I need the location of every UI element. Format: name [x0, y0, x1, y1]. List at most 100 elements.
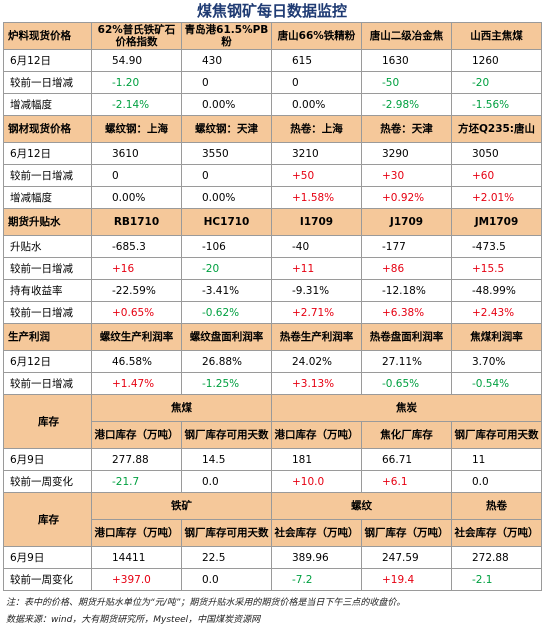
table-cell: 1630	[361, 49, 452, 72]
page-title: 煤焦钢矿每日数据监控	[196, 2, 347, 20]
row-label: 较前一周变化	[3, 470, 92, 493]
column-header: RB1710	[91, 208, 182, 236]
column-header: 热卷：天津	[361, 115, 452, 143]
table-row: 较前一周变化 -21.7 0.0 +10.0 +6.1 0.0	[3, 470, 542, 493]
table-cell: +19.4	[361, 568, 452, 591]
table-cell: -3.41%	[181, 279, 272, 302]
table-cell: 0	[181, 164, 272, 187]
row-label: 增减幅度	[3, 186, 92, 209]
table-row: 较前一日增减 +1.47% -1.25% +3.13% -0.65% -0.54%	[3, 372, 542, 395]
table-cell: 26.88%	[181, 350, 272, 373]
table-row: 6月9日 14411 22.5 389.96 247.59 272.88	[3, 546, 542, 569]
section-label: 生产利润	[3, 323, 92, 351]
inventory-group-row: 库存 焦煤 焦炭	[3, 394, 542, 449]
table-cell: 0.00%	[181, 186, 272, 209]
table-cell: -7.2	[271, 568, 362, 591]
table-cell: +397.0	[91, 568, 182, 591]
table-cell: 0.00%	[181, 93, 272, 116]
table-cell: 3290	[361, 142, 452, 165]
table-cell: +16	[91, 257, 182, 280]
table-cell: +10.0	[271, 470, 362, 493]
table-cell: -2.98%	[361, 93, 452, 116]
table-cell: -1.56%	[451, 93, 542, 116]
table-cell: -2.1	[451, 568, 542, 591]
column-header: 钢厂库存（万吨）	[361, 519, 452, 547]
row-label: 较前一日增减	[3, 257, 92, 280]
table-cell: -685.3	[91, 235, 182, 258]
table-cell: +60	[451, 164, 542, 187]
column-header: 钢厂库存可用天数	[181, 519, 272, 547]
table-cell: +50	[271, 164, 362, 187]
table-cell: 0	[181, 71, 272, 94]
table-cell: -12.18%	[361, 279, 452, 302]
table-cell: 3050	[451, 142, 542, 165]
table-cell: 54.90	[91, 49, 182, 72]
column-header: I1709	[271, 208, 362, 236]
table-cell: -50	[361, 71, 452, 94]
table-row: 持有收益率 -22.59% -3.41% -9.31% -12.18% -48.99%	[3, 279, 542, 302]
table-row: 较前一周变化 +397.0 0.0 -7.2 +19.4 -2.1	[3, 568, 542, 591]
row-label: 较前一周变化	[3, 568, 92, 591]
table-cell: +15.5	[451, 257, 542, 280]
table-cell: -0.54%	[451, 372, 542, 395]
column-header: 螺纹生产利润率	[91, 323, 182, 351]
column-header: 青岛港61.5%PB粉	[181, 22, 272, 50]
table-row: 6月12日 3610 3550 3210 3290 3050	[3, 142, 542, 165]
column-header: 港口库存（万吨）	[91, 519, 182, 547]
table-cell: +3.13%	[271, 372, 362, 395]
table-cell: 0	[271, 71, 362, 94]
group-header: 焦煤	[91, 394, 272, 422]
group-header: 焦炭	[271, 394, 542, 422]
table-cell: +6.38%	[361, 301, 452, 324]
data-table: 炉料现货价格 62%普氏铁矿石价格指数 青岛港61.5%PB粉 唐山66%铁精粉 唐山二…	[3, 22, 542, 591]
column-header: 方坯Q235:唐山	[451, 115, 542, 143]
table-cell: +86	[361, 257, 452, 280]
table-cell: 3550	[181, 142, 272, 165]
table-row: 较前一日增减 +16 -20 +11 +86 +15.5	[3, 257, 542, 280]
table-cell: 3210	[271, 142, 362, 165]
column-header: 热卷盘面利润率	[361, 323, 452, 351]
row-label: 较前一日增减	[3, 164, 92, 187]
table-cell: 3.70%	[451, 350, 542, 373]
table-cell: -2.14%	[91, 93, 182, 116]
section-label: 期货升贴水	[3, 208, 92, 236]
column-header: 港口库存（万吨）	[271, 421, 362, 449]
table-row: 6月12日 54.90 430 615 1630 1260	[3, 49, 542, 72]
column-header: 社会库存（万吨）	[271, 519, 362, 547]
column-header: 钢厂库存可用天数	[181, 421, 272, 449]
row-label: 升贴水	[3, 235, 92, 258]
table-cell: 181	[271, 448, 362, 471]
table-cell: -9.31%	[271, 279, 362, 302]
row-label: 较前一日增减	[3, 71, 92, 94]
section-header-row: 钢材现货价格 螺纹钢：上海 螺纹钢：天津 热卷：上海 热卷：天津 方坯Q235:唐山	[3, 115, 542, 143]
table-row: 6月9日 277.88 14.5 181 66.71 11	[3, 448, 542, 471]
table-cell: 14.5	[181, 448, 272, 471]
column-header: 热卷：上海	[271, 115, 362, 143]
table-cell: +2.43%	[451, 301, 542, 324]
column-header: J1709	[361, 208, 452, 236]
group-header: 铁矿	[91, 492, 272, 520]
table-row: 6月12日 46.58% 26.88% 24.02% 27.11% 3.70%	[3, 350, 542, 373]
row-label: 6月12日	[3, 49, 92, 72]
table-cell: -40	[271, 235, 362, 258]
group-header: 螺纹	[271, 492, 452, 520]
table-cell: +1.47%	[91, 372, 182, 395]
inventory-group-row: 库存 铁矿 螺纹 热卷	[3, 492, 542, 547]
section-header-row: 炉料现货价格 62%普氏铁矿石价格指数 青岛港61.5%PB粉 唐山66%铁精粉 唐山二…	[3, 22, 542, 50]
table-row: 较前一日增减 -1.20 0 0 -50 -20	[3, 71, 542, 94]
table-cell: 0.0	[181, 470, 272, 493]
table-cell: 272.88	[451, 546, 542, 569]
table-cell: +2.71%	[271, 301, 362, 324]
row-label: 6月12日	[3, 350, 92, 373]
column-header: 62%普氏铁矿石价格指数	[91, 22, 182, 50]
row-label: 增减幅度	[3, 93, 92, 116]
table-cell: +2.01%	[451, 186, 542, 209]
table-cell: -20	[181, 257, 272, 280]
column-header: 螺纹钢：上海	[91, 115, 182, 143]
footnote: 注：表中的价格、期货升贴水单位为“元/吨”；期货升贴水采用的期货价格是当日下午三…	[6, 598, 406, 608]
table-cell: +1.58%	[271, 186, 362, 209]
column-header: 唐山66%铁精粉	[271, 22, 362, 50]
table-cell: 3610	[91, 142, 182, 165]
table-cell: +30	[361, 164, 452, 187]
data-source: 数据来源：wind，大有期货研究所，Mysteel，中国煤炭资源网	[6, 615, 261, 625]
